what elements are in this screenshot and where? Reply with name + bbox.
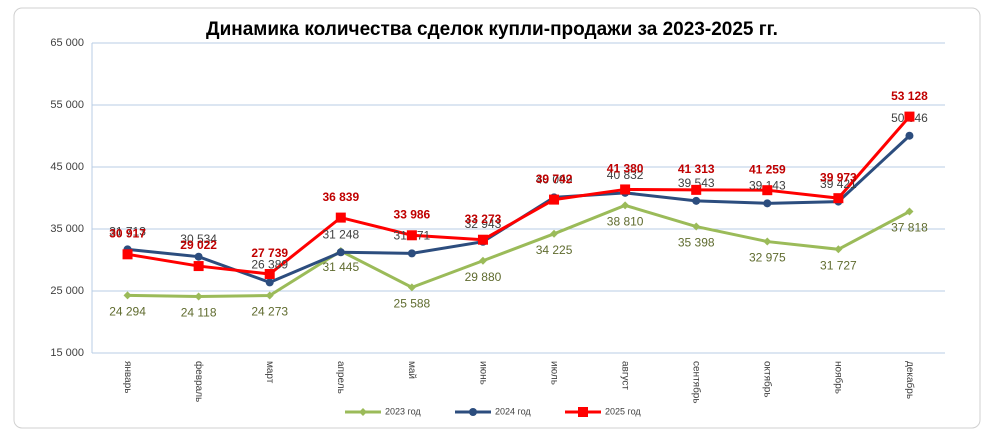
value-label: 33 986	[394, 207, 431, 221]
value-label: 31 445	[322, 260, 359, 274]
marker	[265, 278, 274, 287]
y-tick-label: 25 000	[50, 285, 84, 297]
value-label: 39 543	[678, 176, 715, 190]
value-label: 38 810	[607, 215, 644, 229]
value-label: 25 588	[394, 297, 431, 311]
x-tick-label: май	[406, 361, 417, 379]
x-tick-label: апрель	[335, 361, 346, 394]
marker	[406, 230, 417, 241]
marker	[264, 269, 275, 280]
marker	[549, 194, 560, 205]
value-label: 39 421	[820, 177, 857, 191]
y-tick-label: 35 000	[50, 223, 84, 235]
value-label: 35 398	[678, 236, 715, 250]
series-line	[127, 203, 911, 298]
marker	[550, 229, 559, 238]
marker	[122, 249, 133, 260]
legend-label: 2023 год	[385, 406, 421, 416]
marker	[692, 196, 701, 205]
marker	[477, 234, 488, 245]
x-tick-label: июнь	[477, 361, 488, 385]
marker	[336, 248, 345, 257]
value-label: 27 739	[251, 246, 288, 260]
value-label: 41 259	[749, 162, 786, 176]
value-label: 37 818	[891, 221, 928, 235]
marker	[692, 222, 701, 231]
value-label: 40 099	[536, 173, 573, 187]
value-label: 41 313	[678, 162, 715, 176]
marker	[194, 292, 203, 301]
y-tick-label: 55 000	[50, 99, 84, 111]
x-tick-label: ноябрь	[833, 361, 845, 394]
marker	[905, 207, 914, 216]
marker	[469, 408, 477, 416]
marker	[620, 184, 631, 195]
chart-title: Динамика количества сделок купли-продажи…	[206, 19, 778, 40]
value-label: 31 727	[820, 258, 857, 272]
x-tick-label: январь	[122, 361, 133, 393]
value-label: 32 943	[465, 217, 502, 231]
value-label: 34 225	[536, 243, 573, 257]
marker	[407, 249, 416, 258]
marker	[763, 237, 772, 246]
chart-frame	[13, 7, 981, 429]
value-label: 30 917	[109, 226, 146, 240]
value-label: 24 273	[251, 305, 288, 319]
marker	[478, 256, 487, 265]
marker	[762, 185, 773, 196]
marker	[123, 291, 132, 300]
x-tick-label: сентябрь	[691, 361, 703, 404]
value-label: 40 832	[607, 168, 644, 182]
x-tick-label: июль	[548, 361, 559, 385]
value-label: 39 973	[820, 170, 857, 184]
value-label: 32 975	[749, 251, 786, 265]
x-tick-label: октябрь	[762, 361, 774, 398]
x-tick-label: август	[619, 361, 630, 390]
value-label: 29 880	[465, 270, 502, 284]
legend-label: 2025 год	[605, 406, 641, 416]
x-tick-label: март	[264, 361, 275, 384]
marker	[691, 184, 702, 195]
value-label: 39 742	[536, 172, 573, 186]
value-label: 24 294	[109, 305, 146, 319]
value-label: 36 839	[322, 190, 359, 204]
marker	[904, 111, 915, 122]
marker	[578, 407, 588, 417]
marker	[407, 283, 416, 292]
marker	[834, 245, 843, 254]
series-line	[127, 115, 911, 276]
value-label: 33 273	[465, 212, 502, 226]
value-label: 31 713	[109, 225, 146, 239]
y-tick-label: 15 000	[50, 347, 84, 359]
value-label: 41 380	[607, 162, 644, 176]
marker	[265, 291, 274, 300]
marker	[833, 193, 844, 204]
marker	[905, 131, 914, 140]
value-label: 26 389	[251, 258, 288, 272]
y-tick-label: 65 000	[50, 37, 84, 49]
y-tick-label: 45 000	[50, 161, 84, 173]
value-label: 24 118	[181, 306, 217, 320]
marker	[621, 201, 630, 210]
value-label: 30 534	[180, 232, 217, 246]
legend-label: 2024 год	[495, 406, 531, 416]
marker	[194, 252, 203, 261]
x-tick-label: декабрь	[904, 361, 916, 399]
x-tick-label: февраль	[193, 361, 205, 402]
marker	[335, 212, 346, 223]
marker	[359, 408, 367, 416]
marker	[763, 199, 772, 208]
marker	[193, 261, 204, 272]
value-label: 31 248	[322, 227, 359, 241]
value-label: 29 022	[180, 238, 217, 252]
value-label: 53 128	[891, 89, 928, 103]
